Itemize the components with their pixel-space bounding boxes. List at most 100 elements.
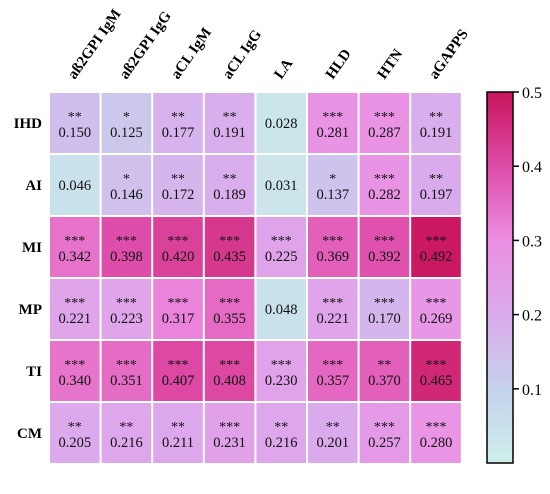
- significance-stars: **: [429, 110, 443, 125]
- colorbar-tick-label: 0.5: [522, 85, 542, 102]
- significance-stars: ***: [374, 234, 395, 249]
- heatmap-cell: [359, 217, 410, 277]
- row-label: MP: [19, 302, 42, 318]
- significance-stars: ***: [271, 358, 292, 373]
- heatmap-cell: [359, 279, 410, 339]
- column-label: aß2GPI IgM: [65, 7, 125, 83]
- cell-value-label: 0.216: [110, 435, 143, 451]
- significance-stars: *: [329, 172, 336, 187]
- heatmap-cell: [411, 217, 461, 277]
- cell-value-label: 0.170: [368, 311, 401, 327]
- cell-value-label: 0.172: [162, 187, 195, 203]
- colorbar-tick-label: 0.3: [522, 233, 542, 250]
- cell-value-label: 0.191: [420, 125, 453, 141]
- heatmap-cell: [101, 341, 152, 401]
- significance-stars: ***: [374, 420, 395, 435]
- heatmap-cell: [256, 93, 306, 153]
- heatmap-cell: [256, 155, 306, 215]
- heatmap-cell: [204, 93, 255, 153]
- heatmap-cell: [50, 279, 100, 339]
- significance-stars: **: [68, 420, 82, 435]
- heatmap-cell: [411, 93, 461, 153]
- cell-value-label: 0.355: [213, 311, 246, 327]
- significance-stars: **: [171, 420, 185, 435]
- cell-value-label: 0.189: [213, 187, 246, 203]
- heatmap-cell: [308, 217, 358, 277]
- heatmap-cell: [50, 403, 100, 463]
- heatmap-cell: [359, 341, 410, 401]
- row-label: CM: [17, 426, 42, 442]
- heatmap-cell: [204, 217, 255, 277]
- heatmap-cell: [308, 403, 358, 463]
- cell-value-label: 0.370: [368, 373, 401, 389]
- column-label: aGAPPS: [426, 27, 472, 83]
- cell-value-label: 0.048: [265, 302, 298, 318]
- heatmap-cell: [411, 279, 461, 339]
- heatmap-cell: [411, 403, 461, 463]
- heatmap-cell: [101, 93, 152, 153]
- cell-value-label: 0.231: [213, 435, 246, 451]
- cell-value-label: 0.351: [110, 373, 143, 389]
- significance-stars: ***: [322, 296, 343, 311]
- heatmap-cell: [50, 155, 100, 215]
- cell-value-label: 0.407: [162, 373, 195, 389]
- cell-value-label: 0.211: [162, 435, 194, 451]
- significance-stars: ***: [219, 358, 240, 373]
- significance-stars: ***: [168, 234, 189, 249]
- heatmap-cell: [359, 403, 410, 463]
- cell-value-label: 0.340: [58, 373, 91, 389]
- significance-stars: ***: [322, 110, 343, 125]
- heatmap-cell: [308, 341, 358, 401]
- cell-value-label: 0.280: [420, 435, 453, 451]
- significance-stars: **: [274, 420, 288, 435]
- heatmap-cell: [153, 403, 203, 463]
- cell-value-label: 0.197: [420, 187, 453, 203]
- significance-stars: ***: [374, 110, 395, 125]
- heatmap-cell: [101, 403, 152, 463]
- significance-stars: ***: [116, 234, 137, 249]
- significance-stars: ***: [64, 296, 85, 311]
- cell-value-label: 0.408: [213, 373, 246, 389]
- row-label: TI: [26, 364, 42, 380]
- column-label: aCL IgG: [220, 27, 266, 83]
- heatmap-cell: [153, 155, 203, 215]
- column-label: LA: [271, 56, 296, 82]
- colorbar-tick-label: 0.1: [522, 382, 542, 399]
- significance-stars: ***: [426, 296, 447, 311]
- colorbar-tick-label: 0.2: [522, 308, 542, 325]
- cell-value-label: 0.392: [368, 249, 401, 265]
- row-labels: IHD AI MI MP TI CM: [14, 116, 43, 442]
- colorbar-ticks: 0.1 0.2 0.3 0.4 0.5: [513, 85, 542, 399]
- significance-stars: ***: [116, 358, 137, 373]
- heatmap-cell: [204, 155, 255, 215]
- significance-stars: *: [123, 110, 130, 125]
- heatmap-cell: [153, 341, 203, 401]
- cell-value-label: 0.177: [162, 125, 195, 141]
- significance-stars: ***: [271, 234, 292, 249]
- cell-value-label: 0.281: [316, 125, 349, 141]
- column-label: aß2GPI IgG: [117, 8, 175, 82]
- significance-stars: ***: [219, 234, 240, 249]
- significance-stars: **: [429, 172, 443, 187]
- cell-value-label: 0.046: [58, 178, 91, 194]
- cell-value-label: 0.342: [58, 249, 91, 265]
- heatmap-cell: [256, 217, 306, 277]
- significance-stars: **: [223, 110, 237, 125]
- significance-stars: **: [223, 172, 237, 187]
- significance-stars: *: [123, 172, 130, 187]
- heatmap-cell: [153, 217, 203, 277]
- heatmap-cell: [256, 341, 306, 401]
- heatmap-cell: [101, 155, 152, 215]
- heatmap-cell: [50, 341, 100, 401]
- cell-value-label: 0.150: [58, 125, 91, 141]
- cell-value-label: 0.420: [162, 249, 195, 265]
- heatmap-cell: [204, 403, 255, 463]
- significance-stars: ***: [374, 296, 395, 311]
- heatmap-cell: [204, 341, 255, 401]
- significance-stars: **: [171, 110, 185, 125]
- cell-value-label: 0.216: [265, 435, 298, 451]
- significance-stars: ***: [322, 358, 343, 373]
